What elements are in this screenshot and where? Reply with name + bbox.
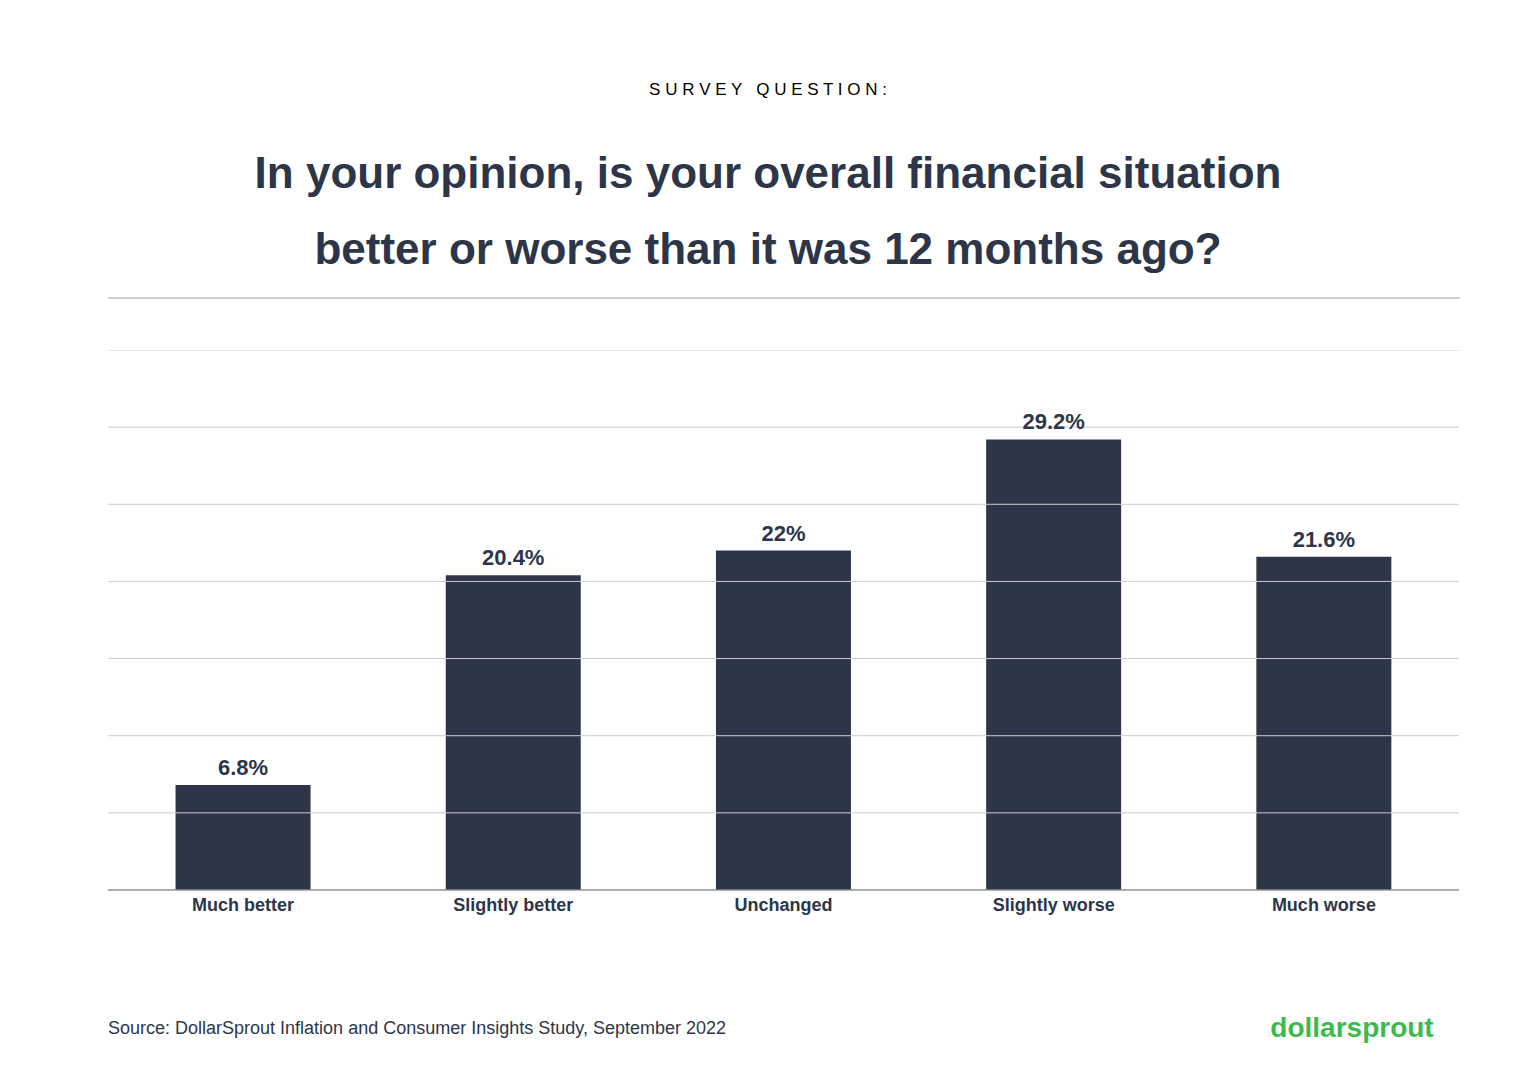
svg-text:20.4%: 20.4% — [482, 545, 544, 570]
svg-text:21.6%: 21.6% — [1293, 527, 1355, 552]
svg-text:Unchanged: Unchanged — [734, 895, 832, 915]
html-text:Source: DollarSprout Inflation: Source: DollarSprout Inflation and Consu… — [108, 1018, 726, 1038]
html-text:S U R V E Y Q U E S T I O N :: S U R V E Y Q U E S T I O N : — [649, 80, 887, 99]
svg-text:Slightly worse: Slightly worse — [993, 895, 1115, 915]
svg-text:22%: 22% — [761, 521, 805, 546]
svg-text:6.8%: 6.8% — [218, 755, 268, 780]
html-text:dollarsprout: dollarsprout — [1270, 1012, 1434, 1043]
svg-text:Slightly better: Slightly better — [453, 895, 573, 915]
svg-text:29.2%: 29.2% — [1022, 409, 1084, 434]
html-text:better or worse than it was 12: better or worse than it was 12 months ag… — [314, 224, 1222, 273]
svg-text:Much better: Much better — [192, 895, 294, 915]
svg-text:Much worse: Much worse — [1272, 895, 1376, 915]
html-text:In your opinion, is your overa: In your opinion, is your overall financi… — [254, 148, 1282, 197]
